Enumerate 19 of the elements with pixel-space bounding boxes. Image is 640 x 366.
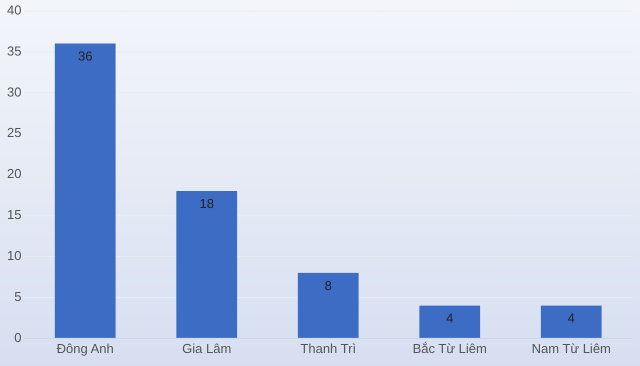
y-tick-label: 5 — [14, 289, 22, 304]
x-tick-label: Thanh Trì — [300, 340, 356, 356]
y-tick-label: 10 — [6, 248, 22, 264]
data-label: 8 — [324, 278, 332, 293]
data-label: 36 — [78, 48, 92, 64]
data-label: 4 — [568, 310, 575, 326]
y-tick-label: 20 — [6, 166, 22, 182]
y-tick-label: 0 — [14, 330, 22, 345]
data-label: 4 — [446, 310, 454, 326]
x-tick-label: Đông Anh — [56, 340, 114, 356]
x-tick-label: Bắc Từ Liêm — [412, 340, 487, 356]
x-tick-label: Nam Từ Liêm — [532, 340, 611, 356]
y-tick-label: 40 — [6, 2, 22, 18]
data-label: 18 — [199, 196, 214, 212]
y-tick-label: 15 — [6, 207, 22, 222]
y-tick-label: 30 — [6, 84, 22, 100]
y-tick-label: 35 — [6, 43, 22, 58]
y-tick-label: 25 — [6, 125, 22, 140]
x-tick-label: Gia Lâm — [182, 340, 232, 356]
